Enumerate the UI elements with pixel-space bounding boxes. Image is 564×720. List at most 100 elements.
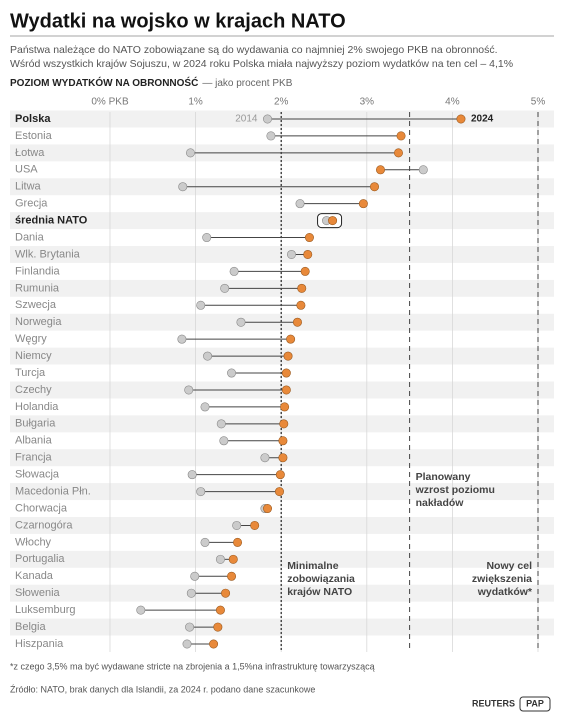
category-label: Słowenia (15, 587, 61, 599)
dot-2024 (274, 487, 284, 497)
x-tick-label: 2% (274, 97, 289, 108)
row-band (10, 212, 554, 230)
dot-2024 (228, 554, 238, 564)
dot-2024 (278, 436, 288, 446)
dot-2014 (182, 639, 192, 649)
legend-label: 2024 (471, 114, 494, 125)
category-label: Szwecja (15, 299, 57, 311)
dot-2024 (286, 334, 296, 344)
dot-2024 (283, 351, 293, 361)
category-label: Belgia (15, 621, 46, 633)
dot-2024 (281, 368, 291, 378)
category-label: Słowacja (15, 469, 60, 481)
category-label: Włochy (15, 536, 52, 548)
annotation: zobowiązania (287, 573, 355, 585)
dot-2024 (292, 317, 302, 327)
dot-2024 (281, 385, 291, 395)
category-label: Estonia (15, 130, 53, 142)
dot-2014 (185, 622, 195, 632)
dot-2024 (233, 537, 243, 547)
dot-2024 (213, 622, 223, 632)
category-label: Litwa (15, 181, 42, 193)
category-label: Albania (15, 435, 53, 447)
row-band (10, 584, 554, 602)
dot-2014 (220, 283, 230, 293)
dot-2014 (196, 300, 206, 310)
dot-2024 (296, 300, 306, 310)
dot-2024 (263, 504, 273, 514)
annotation: Minimalne (287, 560, 339, 572)
annotation: Nowy cel (486, 560, 532, 572)
dot-2024 (304, 233, 314, 243)
row-band (10, 618, 554, 636)
dot-2024 (227, 571, 237, 581)
dot-2014 (200, 402, 210, 412)
dot-2014 (136, 605, 146, 615)
row-band (10, 550, 554, 568)
dot-2024 (303, 249, 313, 259)
category-label: Czechy (15, 384, 52, 396)
dot-2024 (456, 114, 466, 124)
dot-2014 (177, 334, 187, 344)
subtitle: Wśród wszystkich krajów Sojuszu, w 2024 … (10, 58, 513, 70)
source: Źródło: NATO, brak danych dla Islandii, … (10, 684, 315, 694)
category-label: Grecja (15, 198, 48, 210)
category-label: Macedonia Płn. (15, 485, 91, 497)
dot-2014 (418, 165, 428, 175)
dot-2024 (393, 148, 403, 158)
dot-2014 (236, 317, 246, 327)
annotation: zwiększenia (472, 573, 532, 585)
dot-2024 (280, 402, 290, 412)
category-label: Czarnogóra (15, 519, 73, 531)
dot-2014 (187, 470, 197, 480)
dot-2014 (232, 520, 242, 530)
dot-2024 (370, 182, 380, 192)
annotation: nakładów (416, 497, 465, 509)
dot-2014 (219, 436, 229, 446)
category-label: Wlk. Brytania (15, 248, 81, 260)
category-label: średnia NATO (15, 215, 88, 227)
category-label: Francja (15, 452, 53, 464)
dot-2014 (202, 233, 212, 243)
annotation: wydatków* (477, 586, 533, 598)
dot-2024 (375, 165, 385, 175)
dot-2014 (203, 351, 213, 361)
dot-2024 (300, 266, 310, 276)
dot-2024 (328, 216, 338, 226)
dot-2014 (200, 537, 210, 547)
dot-2024 (221, 588, 231, 598)
dot-2024 (250, 520, 260, 530)
dot-2024 (278, 453, 288, 463)
credit: REUTERS (472, 698, 515, 708)
x-tick-label: 1% (188, 97, 203, 108)
footnote: *z czego 3,5% ma być wydawane stricte na… (10, 661, 375, 671)
axis-title: POZIOM WYDATKÓW NA OBRONNOŚĆ — jako proce… (10, 76, 293, 89)
category-label: Niemcy (15, 350, 52, 362)
axis-title-text: POZIOM WYDATKÓW NA OBRONNOŚĆ (10, 76, 198, 89)
category-label: Łotwa (15, 147, 45, 159)
dot-2014 (196, 487, 206, 497)
category-label: Dania (15, 231, 45, 243)
dot-2024 (297, 283, 307, 293)
annotation: Planowany (416, 471, 471, 483)
dot-2014 (266, 131, 276, 141)
dot-2014 (215, 554, 225, 564)
dot-2024 (358, 199, 368, 209)
dot-2024 (215, 605, 225, 615)
category-label: Holandia (15, 401, 59, 413)
dot-2024 (396, 131, 406, 141)
row-band (10, 516, 554, 534)
category-label: Bułgaria (15, 418, 56, 430)
axis-subtitle: — jako procent PKB (202, 78, 292, 89)
dot-2024 (279, 419, 289, 429)
annotation: wzrost poziomu (415, 484, 495, 496)
credit: PAP (526, 698, 544, 708)
category-label: Węgry (15, 333, 47, 345)
chart-title: Wydatki na wojsko w krajach NATO (10, 10, 346, 32)
category-label: Kanada (15, 570, 54, 582)
category-label: Chorwacja (15, 502, 68, 514)
logo-frame (519, 696, 551, 712)
x-tick-label: 0% PKB (91, 97, 129, 108)
category-label: USA (15, 164, 38, 176)
